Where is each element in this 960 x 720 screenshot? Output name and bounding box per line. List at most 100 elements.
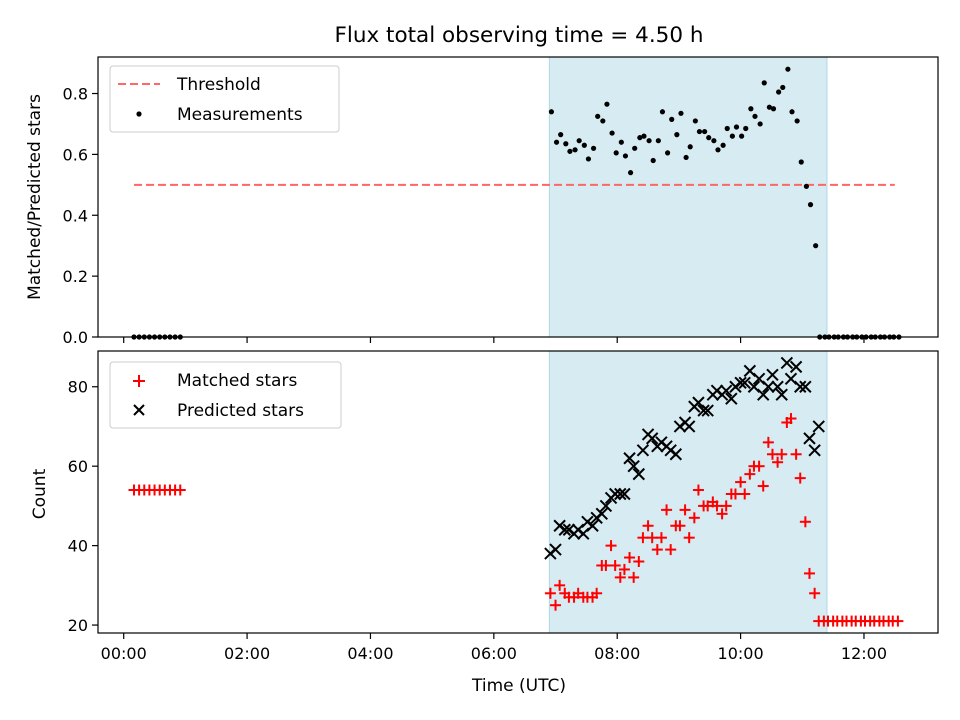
matched-star-point: [799, 516, 811, 528]
matched-star-point: [674, 520, 686, 532]
matched-star-point: [716, 508, 728, 520]
measurement-point: [637, 135, 643, 141]
measurement-point: [798, 159, 804, 165]
predicted-star-point: [595, 507, 609, 521]
measurement-point: [669, 116, 675, 122]
matched-star-point: [794, 472, 806, 484]
matched-star-point: [633, 556, 645, 568]
x-tick-label: 04:00: [347, 644, 393, 663]
predicted-star-point: [757, 388, 770, 401]
matched-star-point: [642, 520, 654, 532]
predicted-star-point: [701, 404, 714, 417]
measurement-point: [720, 142, 726, 148]
matched-star-point: [720, 500, 732, 512]
measurement-point: [724, 125, 730, 132]
measurement-point: [641, 133, 647, 139]
matched-star-point: [729, 488, 741, 500]
matched-star-point: [600, 559, 612, 571]
matched-star-point: [651, 544, 663, 556]
matched-star-point: [679, 504, 691, 516]
matched-star-point: [744, 468, 756, 480]
measurement-point: [692, 118, 698, 124]
measurement-point: [748, 106, 754, 112]
predicted-star-point: [618, 487, 631, 501]
measurement-point: [743, 125, 749, 132]
matched-star-point: [776, 448, 788, 460]
measurement-point: [572, 147, 578, 153]
measurement-point: [752, 113, 758, 119]
top-y-tick-label: 0.0: [63, 328, 88, 347]
measurement-point: [696, 128, 703, 135]
measurement-point: [604, 101, 610, 107]
matched-star-point: [809, 587, 821, 599]
legend-matched-label: Matched stars: [177, 371, 297, 391]
measurement-point: [785, 66, 791, 72]
measurement-point: [622, 153, 629, 159]
predicted-star-point: [794, 380, 807, 393]
bottom-y-axis-label: Count: [30, 468, 50, 519]
measurement-point: [553, 139, 560, 145]
matched-star-point: [614, 571, 626, 583]
matched-star-point: [762, 436, 774, 448]
top-axes-frame: [97, 56, 939, 338]
measurement-point: [558, 132, 564, 138]
legend-matched-swatch: [133, 375, 145, 387]
measurement-point: [729, 133, 735, 139]
measurement-point: [687, 144, 693, 150]
measurement-point: [733, 124, 740, 130]
legend-measurements-swatch: [136, 111, 142, 117]
matched-star-point: [544, 587, 556, 599]
matched-star-point: [624, 552, 636, 564]
measurement-point: [674, 132, 680, 138]
predicted-star-point: [762, 380, 775, 393]
matched-star-point: [661, 504, 673, 516]
bottom-y-tick-label: 40: [68, 537, 88, 556]
legend-threshold-label: Threshold: [176, 75, 261, 95]
matched-star-point: [554, 579, 566, 591]
measurement-point: [706, 135, 712, 141]
measurement-point: [590, 145, 597, 151]
chart-title: Flux total observing time = 4.50 h: [335, 23, 704, 48]
x-tick-label: 10:00: [718, 644, 764, 663]
measurement-point: [770, 106, 777, 112]
measurement-point: [757, 121, 763, 127]
predicted-star-point: [608, 487, 622, 501]
top-legend-box: [109, 65, 340, 133]
predicted-star-point: [738, 376, 751, 389]
measurement-point: [780, 84, 786, 91]
measurement-point: [618, 139, 624, 145]
measurement-point: [646, 138, 652, 144]
measurement-point: [702, 128, 708, 135]
matched-star-point: [646, 532, 658, 544]
predicted-star-point: [766, 368, 779, 382]
predicted-star-point: [697, 404, 710, 417]
measurement-point: [678, 110, 684, 116]
legend-predicted-swatch: [133, 404, 145, 416]
measurement-point: [563, 141, 569, 147]
matched-star-point: [655, 532, 667, 544]
x-tick-label: 12:00: [841, 644, 887, 663]
bottom-legend: Matched stars Predicted stars: [109, 361, 342, 429]
measurement-point: [650, 157, 656, 164]
predicted-star-point: [789, 360, 803, 374]
measurement-point: [659, 109, 666, 115]
predicted-star-point: [645, 432, 659, 445]
matched-star-point: [739, 488, 751, 500]
top-y-axis-label: Matched/Predicted stars: [25, 94, 45, 300]
predicted-star-point: [771, 380, 784, 393]
predicted-star-point: [586, 519, 599, 532]
matched-star-point: [757, 480, 769, 492]
legend-predicted-label: Predicted stars: [177, 401, 304, 421]
matched-star-point: [735, 476, 747, 488]
measurement-point: [595, 113, 601, 119]
matched-star-point: [790, 448, 802, 460]
legend-measurements-label: Measurements: [177, 105, 303, 125]
top-y-tick-label: 0.4: [63, 206, 88, 225]
matched-star-point: [692, 484, 704, 496]
matched-star-point: [605, 540, 617, 552]
bottom-panel: 00:00 02:00 04:00 06:00 08:00 10:00 12:00 20 40…: [30, 350, 939, 696]
matched-star-point: [803, 567, 815, 579]
measurement-point: [585, 156, 592, 162]
matched-star-point: [753, 460, 765, 472]
measurement-point: [803, 183, 809, 189]
